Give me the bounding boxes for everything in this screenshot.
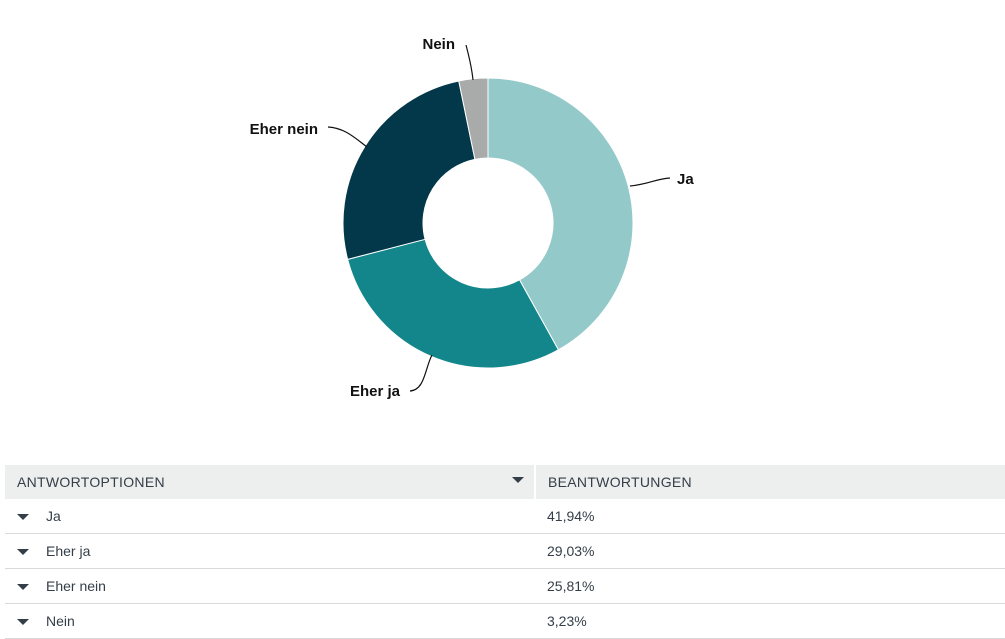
slice-label-eher-ja: Eher ja xyxy=(350,383,401,400)
table-row: Eher nein 25,81% xyxy=(5,568,1005,604)
table-header-row: ANTWORTOPTIONEN BEANTWORTUNGEN xyxy=(5,465,1005,499)
slice-label-nein: Nein xyxy=(422,36,455,53)
leader-lines xyxy=(327,44,671,392)
donut-slices xyxy=(342,77,634,369)
percent-cell: 29,03% xyxy=(535,533,1005,569)
slice-ja[interactable] xyxy=(487,77,634,351)
slice-eher-nein[interactable] xyxy=(342,80,476,260)
leader-line-nein xyxy=(465,44,474,81)
table-row: Nein 3,23% xyxy=(5,603,1005,639)
slice-eher-ja[interactable] xyxy=(347,238,560,369)
slice-labels: Ja Eher ja Eher nein Nein xyxy=(250,36,695,400)
expand-row-icon[interactable] xyxy=(17,514,29,521)
option-label: Eher ja xyxy=(46,543,91,559)
leader-line-ja xyxy=(629,177,671,187)
percent-cell: 25,81% xyxy=(535,568,1005,604)
option-cell: Ja xyxy=(5,499,535,534)
results-table: ANTWORTOPTIONEN BEANTWORTUNGEN Ja 41,94%… xyxy=(5,465,1005,639)
sort-dropdown-icon[interactable] xyxy=(512,477,524,483)
expand-row-icon[interactable] xyxy=(17,619,29,626)
percent-cell: 3,23% xyxy=(535,603,1005,639)
header-responses: BEANTWORTUNGEN xyxy=(535,465,1005,499)
slice-nein[interactable] xyxy=(458,77,489,160)
expand-row-icon[interactable] xyxy=(17,584,29,591)
header-responses-label: BEANTWORTUNGEN xyxy=(548,474,692,490)
option-cell: Nein xyxy=(5,603,535,639)
option-label: Eher nein xyxy=(46,578,106,594)
table-row: Ja 41,94% xyxy=(5,499,1005,534)
table-row: Eher ja 29,03% xyxy=(5,533,1005,569)
option-label: Nein xyxy=(46,613,75,629)
percent-cell: 41,94% xyxy=(535,499,1005,534)
header-answer-options-label: ANTWORTOPTIONEN xyxy=(17,474,165,490)
slice-label-eher-nein: Eher nein xyxy=(250,121,318,138)
slice-label-ja: Ja xyxy=(677,171,694,188)
leader-line-eher-ja xyxy=(409,354,433,392)
header-answer-options[interactable]: ANTWORTOPTIONEN xyxy=(5,465,536,499)
option-label: Ja xyxy=(46,508,61,524)
expand-row-icon[interactable] xyxy=(17,549,29,556)
option-cell: Eher nein xyxy=(5,568,535,604)
leader-line-eher-nein xyxy=(327,126,368,148)
option-cell: Eher ja xyxy=(5,533,535,569)
donut-chart: Ja Eher ja Eher nein Nein xyxy=(250,36,695,400)
